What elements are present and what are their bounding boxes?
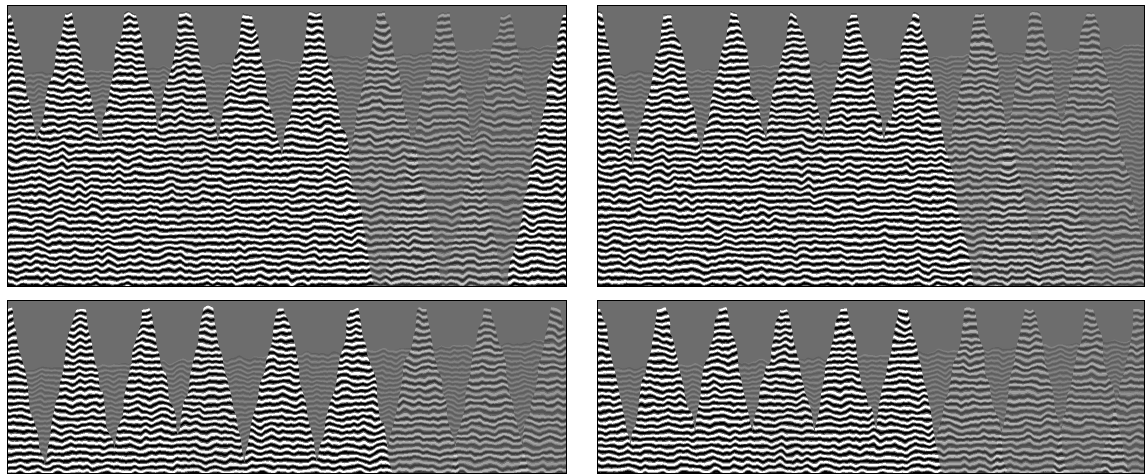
seismic-figure [0,0,1145,474]
page: (() => { const svg = document.getElement… [0,0,1145,474]
